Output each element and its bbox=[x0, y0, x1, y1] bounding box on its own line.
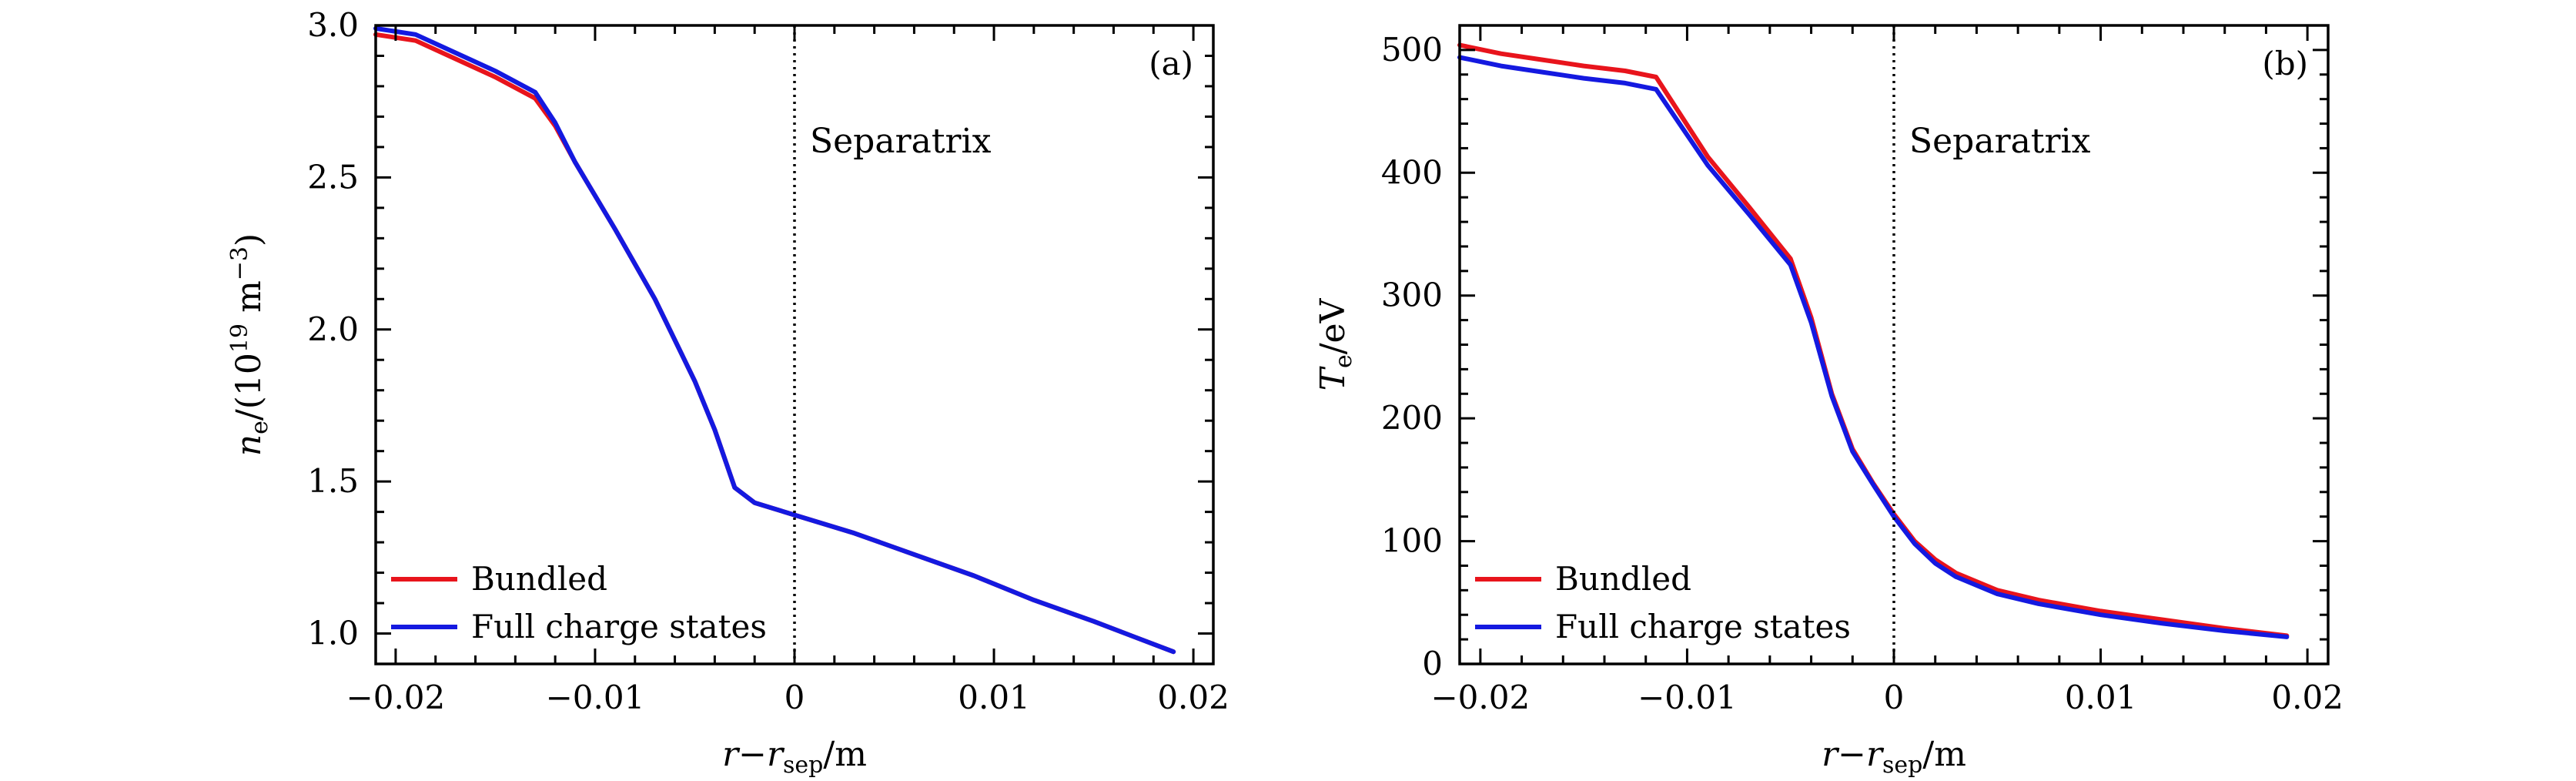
y-tick-label: 0 bbox=[1422, 645, 1443, 682]
y-axis-label-exponent: 19 bbox=[226, 323, 253, 353]
x-tick-label-text: −0.02 bbox=[1430, 679, 1530, 716]
x-axis-label: r−rsep/m bbox=[1822, 735, 1966, 779]
y-axis-label-exponent2: −3 bbox=[226, 246, 253, 280]
x-tick-label: −0.01 bbox=[546, 679, 645, 716]
x-axis-label-var2: r bbox=[1866, 735, 1885, 774]
x-tick-label: 0 bbox=[785, 679, 805, 716]
y-tick-label: 200 bbox=[1381, 399, 1443, 437]
x-tick-label: 0.02 bbox=[1157, 679, 1229, 716]
x-axis-label-subscript: sep bbox=[783, 752, 823, 779]
x-axis-label-var: r bbox=[722, 735, 741, 774]
y-tick-label-text: 3.0 bbox=[307, 6, 359, 44]
x-tick-label-text: 0.01 bbox=[2065, 679, 2137, 716]
y-axis-label: ne/(1019 m−3) bbox=[226, 233, 273, 456]
x-tick-label: −0.01 bbox=[1638, 679, 1737, 716]
y-tick-label: 3.0 bbox=[307, 6, 359, 44]
x-tick-label: 0.01 bbox=[958, 679, 1030, 716]
x-tick-label: −0.02 bbox=[346, 679, 446, 716]
x-tick-label-text: 0 bbox=[1884, 679, 1905, 716]
y-axis-label-subscript: e bbox=[1330, 354, 1357, 368]
legend-label: Full charge states bbox=[471, 608, 767, 645]
y-tick-label: 2.0 bbox=[307, 310, 359, 348]
x-axis-label-minus: − bbox=[738, 735, 767, 774]
x-axis-label: r−rsep/m bbox=[722, 735, 867, 779]
panel-label: (a) bbox=[1149, 45, 1193, 82]
y-tick-label: 300 bbox=[1381, 277, 1443, 314]
series-line-full-charge-states bbox=[373, 25, 1176, 655]
separatrix-label-text: Separatrix bbox=[810, 122, 992, 161]
y-axis-label-subscript: e bbox=[246, 421, 273, 434]
x-axis-label-var: r bbox=[1822, 735, 1840, 774]
y-tick-label-text: 500 bbox=[1381, 31, 1443, 69]
panel-a-density-chart: Separatrix −0.02 −0.01 0 0.01 0.02 1.0 1.5 2.0 2.… bbox=[226, 6, 1229, 779]
x-tick-label-text: −0.01 bbox=[546, 679, 645, 716]
y-axis-label-unit-mid: m bbox=[229, 280, 269, 323]
y-tick-label-text: 1.0 bbox=[307, 615, 359, 652]
legend-label-text: Full charge states bbox=[471, 608, 767, 645]
panel-label-text: (a) bbox=[1149, 45, 1193, 82]
x-tick-label-text: −0.02 bbox=[346, 679, 446, 716]
y-tick-label: 1.5 bbox=[307, 462, 359, 500]
y-tick-label-text: 400 bbox=[1381, 153, 1443, 191]
y-tick-label: 2.5 bbox=[307, 158, 359, 196]
legend-label: Bundled bbox=[471, 560, 607, 598]
x-axis-label-subscript: sep bbox=[1882, 752, 1922, 779]
separatrix-label-text: Separatrix bbox=[1909, 122, 2091, 161]
y-axis-label-unit-post: ) bbox=[229, 233, 269, 246]
y-axis-label-unit: /(10 bbox=[229, 353, 269, 421]
x-axis-label-unit: /m bbox=[1922, 735, 1966, 774]
x-tick-label-text: 0.02 bbox=[2271, 679, 2343, 716]
y-tick-label: 100 bbox=[1381, 522, 1443, 560]
y-tick-label: 1.0 bbox=[307, 615, 359, 652]
x-tick-label-text: 0 bbox=[785, 679, 805, 716]
y-tick-label-text: 1.5 bbox=[307, 462, 359, 500]
y-tick-label-text: 200 bbox=[1381, 399, 1443, 437]
series-line-bundled bbox=[1457, 42, 2290, 639]
y-axis-label-var: T bbox=[1313, 365, 1353, 390]
x-tick-label-text: 0.02 bbox=[1157, 679, 1229, 716]
x-tick-label-text: 0.01 bbox=[958, 679, 1030, 716]
panel-b-temperature-chart: Separatrix −0.02 −0.01 0 0.01 0.02 0 100 200 300 4… bbox=[1313, 24, 2343, 779]
legend-label-text: Bundled bbox=[1555, 560, 1691, 598]
series-line-full-charge-states bbox=[1457, 55, 2290, 639]
y-tick-label: 400 bbox=[1381, 153, 1443, 191]
y-tick-label-text: 100 bbox=[1381, 522, 1443, 560]
panel-label: (b) bbox=[2262, 45, 2308, 82]
x-tick-label-text: −0.01 bbox=[1638, 679, 1737, 716]
legend-label: Bundled bbox=[1555, 560, 1691, 598]
separatrix-label: Separatrix bbox=[1909, 122, 2091, 161]
y-tick-label-text: 300 bbox=[1381, 277, 1443, 314]
y-tick-label: 500 bbox=[1381, 31, 1443, 69]
separatrix-label: Separatrix bbox=[810, 122, 992, 161]
x-axis-label-var2: r bbox=[767, 735, 785, 774]
x-tick-label: −0.02 bbox=[1430, 679, 1530, 716]
x-tick-label: 0.01 bbox=[2065, 679, 2137, 716]
x-tick-label: 0 bbox=[1884, 679, 1905, 716]
x-axis-label-minus: − bbox=[1838, 735, 1866, 774]
y-axis-label-var: n bbox=[229, 434, 269, 456]
x-tick-label: 0.02 bbox=[2271, 679, 2343, 716]
y-tick-label-text: 2.0 bbox=[307, 310, 359, 348]
y-tick-label-text: 0 bbox=[1422, 645, 1443, 682]
legend-label-text: Full charge states bbox=[1555, 608, 1851, 645]
panel-label-text: (b) bbox=[2262, 45, 2308, 82]
y-axis-label-unit: /eV bbox=[1313, 297, 1353, 354]
series-line-bundled bbox=[373, 32, 1176, 655]
legend-label-text: Bundled bbox=[471, 560, 607, 598]
legend-label: Full charge states bbox=[1555, 608, 1851, 645]
y-axis-label: Te/eV bbox=[1313, 297, 1357, 390]
y-tick-label-text: 2.5 bbox=[307, 158, 359, 196]
x-axis-label-unit: /m bbox=[823, 735, 867, 774]
